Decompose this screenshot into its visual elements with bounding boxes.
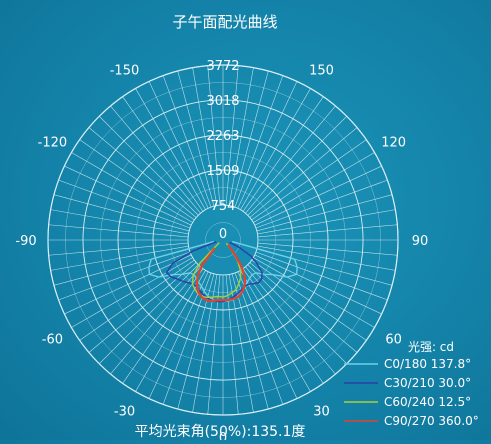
spoke bbox=[255, 251, 388, 301]
polar-grid bbox=[47, 64, 399, 416]
spoke bbox=[148, 81, 209, 209]
ring-label-2263: 2263 bbox=[206, 129, 239, 144]
curve-series-3 bbox=[191, 242, 242, 299]
angle-labels: 0 30 60 90 120 150 -30 -60 -90 -120 -150 bbox=[15, 63, 429, 444]
spoke bbox=[234, 75, 284, 208]
spoke bbox=[228, 67, 254, 206]
ring-labels: 0 754 1509 2263 3018 3772 bbox=[206, 59, 239, 242]
spoke bbox=[242, 96, 324, 212]
spoke bbox=[245, 266, 336, 375]
ring-label-0: 0 bbox=[219, 227, 227, 242]
spoke bbox=[237, 271, 298, 399]
angle-label: -60 bbox=[42, 333, 63, 348]
spoke bbox=[79, 139, 195, 221]
ring-label-1509: 1509 bbox=[206, 164, 239, 179]
spoke bbox=[135, 88, 206, 210]
spoke bbox=[192, 67, 218, 206]
spoke bbox=[234, 272, 284, 405]
spoke bbox=[64, 254, 192, 315]
spoke bbox=[253, 257, 375, 328]
spoke bbox=[225, 65, 239, 206]
legend-label: C90/270 360.0° bbox=[384, 414, 479, 428]
spoke bbox=[110, 105, 201, 214]
spoke bbox=[257, 245, 396, 271]
spoke bbox=[247, 116, 347, 216]
spoke bbox=[251, 259, 367, 341]
angle-label: 90 bbox=[412, 234, 429, 249]
spoke bbox=[231, 70, 269, 207]
angle-label: 0 bbox=[219, 431, 227, 440]
spoke bbox=[71, 257, 193, 328]
spoke bbox=[53, 194, 190, 232]
spoke bbox=[240, 88, 311, 210]
chart-title: 子午面配光曲线 bbox=[172, 13, 277, 31]
angle-label: -120 bbox=[38, 136, 68, 151]
ring-label-3772: 3772 bbox=[206, 59, 239, 74]
spoke bbox=[110, 266, 201, 375]
ring-1 bbox=[187, 204, 259, 276]
spoke bbox=[48, 242, 189, 256]
angle-label: 120 bbox=[381, 136, 406, 151]
spoke bbox=[247, 264, 347, 364]
angle-label: 150 bbox=[309, 63, 334, 78]
spoke bbox=[257, 224, 398, 238]
spoke bbox=[249, 262, 358, 353]
spoke bbox=[237, 81, 298, 209]
spoke bbox=[50, 209, 189, 235]
legend-label: C0/180 137.8° bbox=[384, 357, 471, 371]
spoke bbox=[71, 152, 193, 223]
intensity-curves bbox=[148, 240, 298, 303]
legend-title: 光强: cd bbox=[408, 340, 454, 354]
ring-label-754: 754 bbox=[211, 199, 236, 214]
spoke bbox=[88, 262, 197, 353]
spoke bbox=[225, 274, 239, 415]
spoke bbox=[207, 65, 221, 206]
legend-label: C30/210 30.0° bbox=[384, 376, 471, 390]
spoke bbox=[177, 273, 215, 410]
spoke bbox=[257, 242, 398, 256]
angle-label: 30 bbox=[313, 405, 330, 420]
spoke bbox=[50, 245, 189, 271]
spoke bbox=[177, 70, 215, 207]
spoke bbox=[245, 105, 336, 214]
angle-label: -90 bbox=[15, 234, 36, 249]
curve-series-2 bbox=[166, 241, 263, 303]
spoke bbox=[249, 127, 358, 218]
spoke bbox=[58, 251, 191, 301]
spoke bbox=[240, 270, 311, 392]
spoke bbox=[255, 179, 388, 229]
spoke bbox=[88, 127, 197, 218]
spoke bbox=[256, 194, 393, 232]
spoke bbox=[254, 165, 382, 226]
beam-angle-footer: 平均光束角(50%):135.1度 bbox=[135, 424, 306, 440]
spoke bbox=[48, 224, 189, 238]
angle-label: -30 bbox=[114, 405, 135, 420]
ring-label-3018: 3018 bbox=[206, 94, 239, 109]
spoke bbox=[99, 116, 199, 216]
legend-items: C0/180 137.8° C30/210 30.0° C60/240 12.5° C… bbox=[344, 357, 479, 428]
spoke bbox=[242, 268, 324, 384]
legend-label: C60/240 12.5° bbox=[384, 395, 471, 409]
spoke bbox=[253, 152, 375, 223]
legend: 光强: cd C0/180 137.8° C30/210 30.0° C60/240… bbox=[344, 340, 479, 428]
spoke bbox=[122, 268, 204, 384]
spoke bbox=[207, 274, 221, 415]
spoke bbox=[228, 274, 254, 413]
minor-ring bbox=[205, 222, 241, 258]
spoke bbox=[254, 254, 382, 315]
spoke bbox=[58, 179, 191, 229]
spoke bbox=[79, 259, 195, 341]
spoke bbox=[64, 165, 192, 226]
curve-series-4 bbox=[195, 244, 247, 302]
spoke bbox=[162, 75, 212, 208]
spoke bbox=[122, 96, 204, 212]
angle-label: 60 bbox=[385, 333, 402, 348]
spoke bbox=[251, 139, 367, 221]
spoke bbox=[257, 209, 396, 235]
spoke bbox=[135, 270, 206, 392]
angle-label: -150 bbox=[110, 63, 140, 78]
